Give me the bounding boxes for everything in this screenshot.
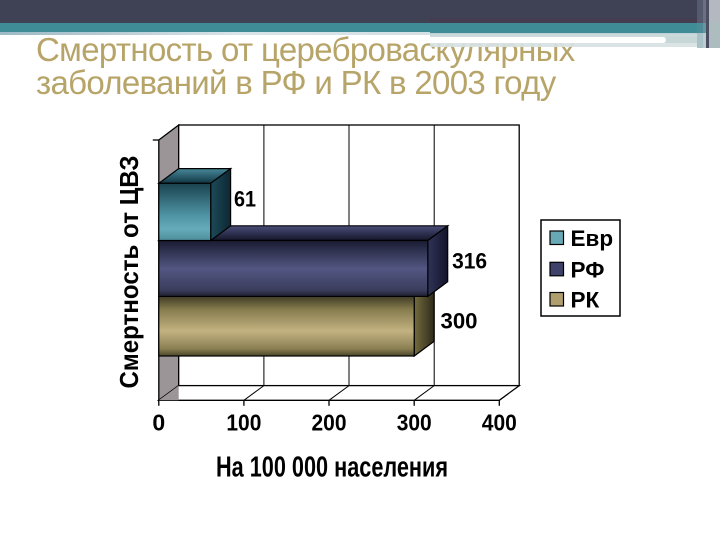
svg-text:На 100 000 населения: На 100 000 населения xyxy=(216,452,448,484)
svg-text:РК: РК xyxy=(571,287,600,312)
svg-text:316: 316 xyxy=(452,249,487,274)
svg-text:300: 300 xyxy=(441,309,478,334)
svg-text:Евр: Евр xyxy=(571,226,614,251)
svg-text:300: 300 xyxy=(397,410,432,436)
svg-text:Смертность от ЦВЗ: Смертность от ЦВЗ xyxy=(114,156,144,389)
svg-text:100: 100 xyxy=(226,410,261,436)
svg-text:0: 0 xyxy=(152,410,165,436)
svg-text:РФ: РФ xyxy=(571,257,605,282)
svg-text:400: 400 xyxy=(482,410,517,436)
svg-text:61: 61 xyxy=(234,187,256,212)
svg-text:200: 200 xyxy=(312,410,347,436)
